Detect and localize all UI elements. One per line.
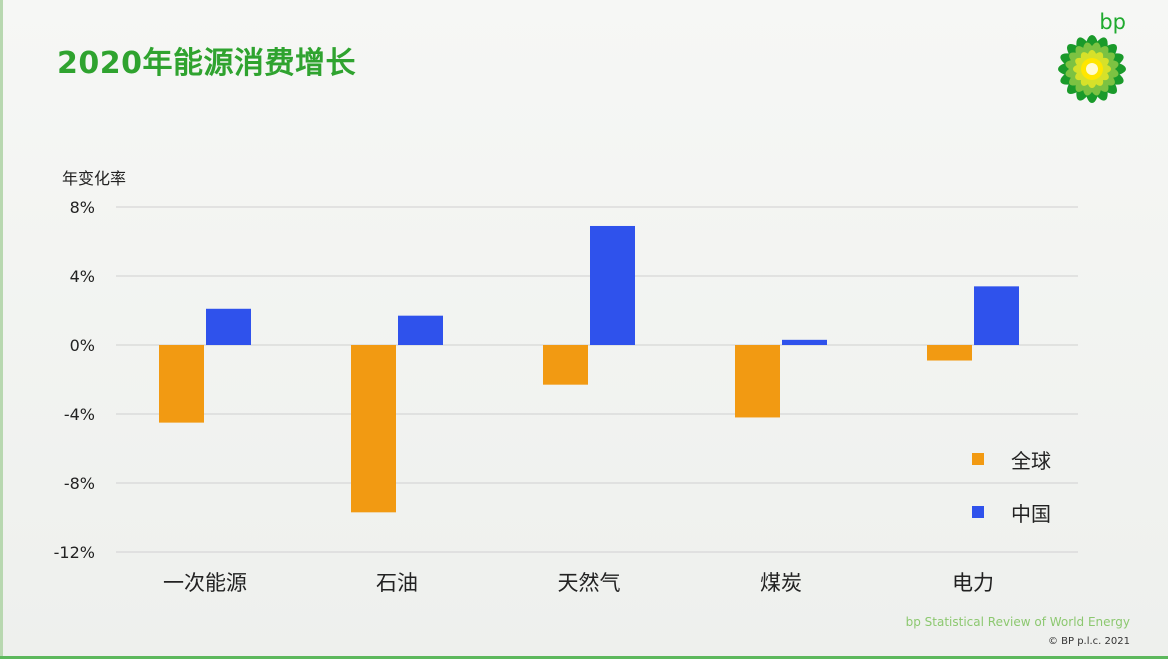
- y-tick-label: -8%: [64, 474, 95, 493]
- bar-global-1: [351, 345, 396, 513]
- y-tick-label: 4%: [70, 267, 95, 286]
- legend-swatch-global: [972, 453, 984, 465]
- legend-item-china: 中国: [972, 498, 1051, 526]
- legend-label-china: 中国: [1011, 501, 1051, 526]
- category-label: 天然气: [558, 571, 621, 595]
- bar-global-4: [927, 345, 972, 361]
- y-axis-label: 年变化率: [62, 169, 127, 188]
- category-label: 电力: [952, 571, 994, 595]
- legend: 全球 中国: [972, 445, 1051, 551]
- bar-global-3: [735, 345, 780, 418]
- bar-china-1: [398, 315, 443, 345]
- bar-china-0: [206, 308, 251, 345]
- bar-china-2: [590, 225, 635, 345]
- legend-swatch-china: [972, 506, 984, 518]
- y-tick-label: -12%: [54, 543, 95, 562]
- bottom-border: [0, 656, 1168, 659]
- y-tick-label: -4%: [64, 405, 95, 424]
- category-label: 煤炭: [760, 571, 802, 595]
- y-tick-labels: 8% 4% 0% -4% -8% -12%: [54, 198, 95, 562]
- left-border: [0, 0, 3, 659]
- footer-copyright: © BP p.l.c. 2021: [1047, 636, 1130, 647]
- legend-label-global: 全球: [1011, 448, 1051, 473]
- bar-global-0: [159, 345, 204, 423]
- y-tick-label: 8%: [70, 198, 95, 217]
- category-label: 石油: [376, 571, 418, 595]
- logo-core: [1086, 63, 1098, 75]
- bar-global-2: [543, 345, 588, 385]
- footer-source: bp Statistical Review of World Energy: [905, 615, 1130, 629]
- bp-logo: bp: [1048, 6, 1138, 110]
- category-labels: 一次能源 石油 天然气 煤炭 电力: [163, 571, 994, 595]
- bars: [159, 225, 1019, 513]
- slide-title: 2020年能源消费增长: [57, 46, 356, 81]
- bar-china-4: [974, 286, 1019, 345]
- bar-china-3: [782, 339, 827, 345]
- category-label: 一次能源: [163, 571, 247, 595]
- helios-sunflower-icon: [1058, 35, 1126, 103]
- bp-logo-text: bp: [1099, 10, 1126, 34]
- legend-item-global: 全球: [972, 445, 1051, 473]
- y-tick-label: 0%: [70, 336, 95, 355]
